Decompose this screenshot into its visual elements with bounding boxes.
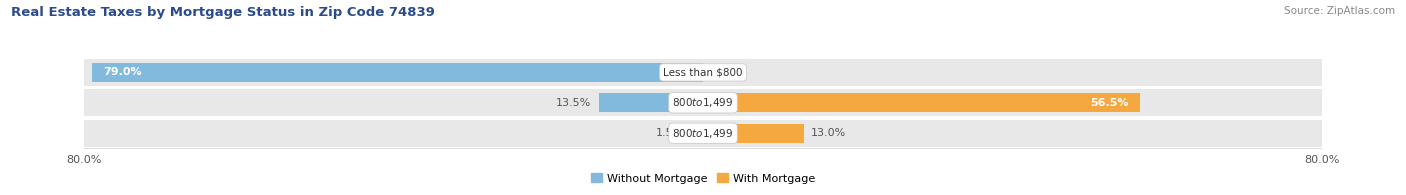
Bar [84,120,1322,147]
Bar [703,124,804,143]
Text: 56.5%: 56.5% [1090,98,1129,108]
Bar [91,63,703,82]
Bar [692,124,703,143]
Bar [84,59,1322,86]
Bar [703,93,1140,112]
Text: 13.5%: 13.5% [555,98,591,108]
Text: 79.0%: 79.0% [104,67,142,77]
Bar [599,93,703,112]
Text: $800 to $1,499: $800 to $1,499 [672,127,734,140]
Text: Real Estate Taxes by Mortgage Status in Zip Code 74839: Real Estate Taxes by Mortgage Status in … [11,6,434,19]
Text: 1.5%: 1.5% [655,128,683,138]
Bar [84,90,1322,116]
Text: $800 to $1,499: $800 to $1,499 [672,96,734,109]
Text: Less than $800: Less than $800 [664,67,742,77]
Text: Source: ZipAtlas.com: Source: ZipAtlas.com [1284,6,1395,16]
Text: 13.0%: 13.0% [811,128,846,138]
Text: 0.0%: 0.0% [714,67,742,77]
Legend: Without Mortgage, With Mortgage: Without Mortgage, With Mortgage [586,169,820,188]
